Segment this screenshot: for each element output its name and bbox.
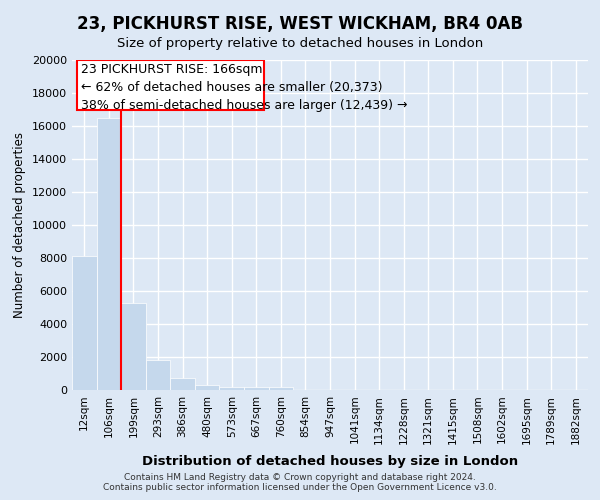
Text: 23, PICKHURST RISE, WEST WICKHAM, BR4 0AB: 23, PICKHURST RISE, WEST WICKHAM, BR4 0A… <box>77 15 523 33</box>
Bar <box>121 302 146 390</box>
Bar <box>72 256 97 390</box>
Text: 23 PICKHURST RISE: 166sqm
← 62% of detached houses are smaller (20,373)
38% of s: 23 PICKHURST RISE: 166sqm ← 62% of detac… <box>80 64 407 112</box>
Text: Size of property relative to detached houses in London: Size of property relative to detached ho… <box>117 38 483 51</box>
X-axis label: Distribution of detached houses by size in London: Distribution of detached houses by size … <box>142 454 518 468</box>
Y-axis label: Number of detached properties: Number of detached properties <box>13 132 26 318</box>
Bar <box>244 386 269 390</box>
Bar <box>195 385 220 390</box>
Bar <box>97 118 121 390</box>
Bar <box>220 386 244 390</box>
FancyBboxPatch shape <box>77 60 263 110</box>
Text: Contains HM Land Registry data © Crown copyright and database right 2024.
Contai: Contains HM Land Registry data © Crown c… <box>103 473 497 492</box>
Bar <box>146 360 170 390</box>
Bar <box>170 378 195 390</box>
Bar <box>269 386 293 390</box>
